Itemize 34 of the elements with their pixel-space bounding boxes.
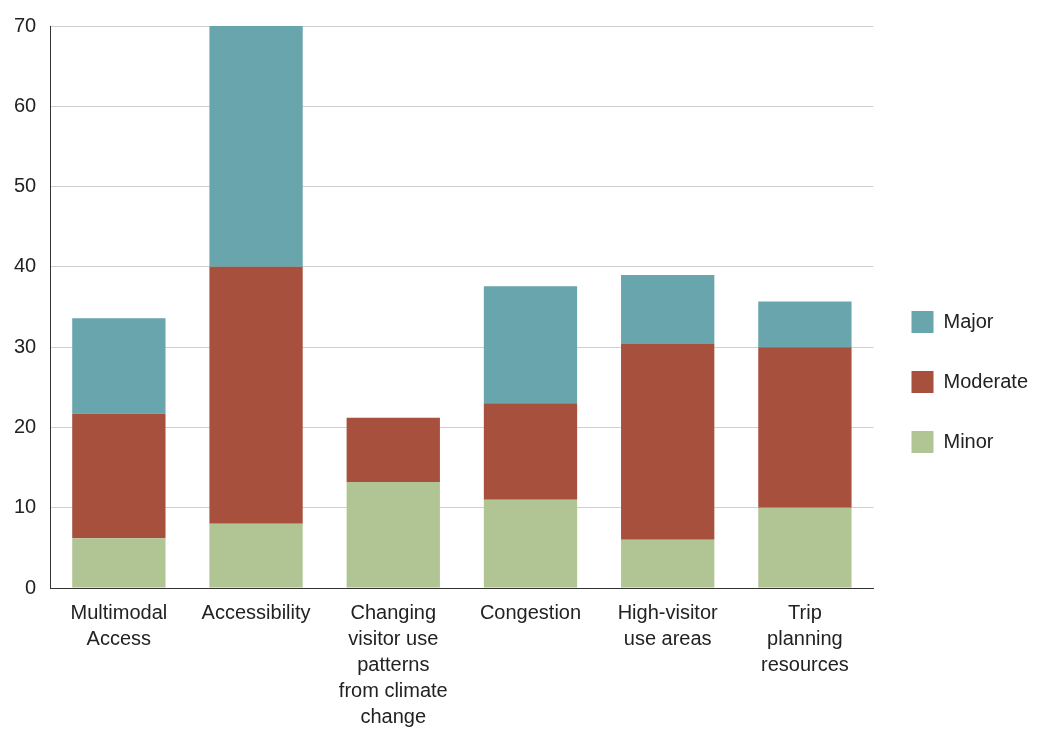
bar [483,499,578,588]
bar [621,343,715,540]
bar [758,507,852,588]
bar [483,403,578,500]
bar [346,417,440,483]
bar [346,482,440,588]
bar [209,523,303,588]
x-tick-label: Congestion [479,600,582,623]
x-tick-label: Accessibility [201,600,311,623]
bar [621,274,715,344]
y-tick-label: 20 [14,414,37,437]
x-tick-label: Changing visitor use patterns from climate change [338,600,448,727]
bar [209,266,303,524]
bar [72,413,166,539]
y-tick-label: 30 [14,334,37,357]
bar [758,301,852,348]
x-tick-label: Multimodal Access [70,600,168,649]
bar [72,318,166,414]
bar [209,26,303,267]
x-tick-label: Trip planning resources [761,600,849,675]
x-tick-label: High-visitor use areas [617,600,719,649]
legend-label: Major [943,309,994,332]
y-tick-label: 60 [14,93,37,116]
bar [72,538,166,588]
y-tick-label: 50 [14,174,37,197]
bar [621,539,715,588]
bar [483,286,578,404]
y-tick-label: 10 [14,495,37,518]
bar [758,347,852,508]
y-tick-label: 70 [14,13,37,36]
legend-label: Minor [943,429,994,452]
legend-label: Moderate [943,369,1029,392]
y-tick-label: 0 [25,575,37,598]
y-tick-label: 40 [14,254,37,277]
